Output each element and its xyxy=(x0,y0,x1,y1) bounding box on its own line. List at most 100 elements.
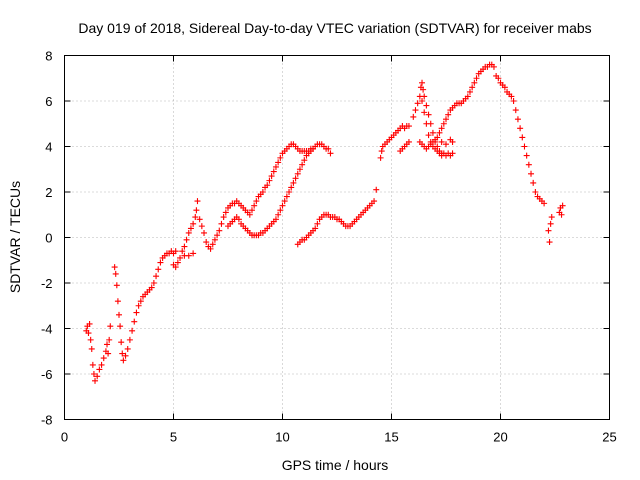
data-point xyxy=(378,148,385,155)
y-tick-label: 6 xyxy=(45,94,52,109)
data-point xyxy=(545,227,552,234)
data-point xyxy=(296,166,303,173)
data-point xyxy=(277,154,284,161)
series-arc-5 xyxy=(294,186,380,248)
data-point xyxy=(421,109,428,116)
data-point xyxy=(312,225,319,232)
chart-title: Day 019 of 2018, Sidereal Day-to-day VTE… xyxy=(78,20,591,36)
y-axis-label: SDTVAR / TECUs xyxy=(7,181,23,293)
series-arc-2 xyxy=(111,198,201,364)
data-point xyxy=(235,216,242,223)
data-point xyxy=(473,75,480,82)
data-point xyxy=(373,186,380,193)
series-arc-7 xyxy=(493,72,566,246)
data-point xyxy=(423,102,430,109)
data-point xyxy=(119,350,126,357)
data-point xyxy=(514,116,521,123)
data-point xyxy=(131,318,138,325)
y-tick-label: -4 xyxy=(41,322,53,337)
data-point xyxy=(279,202,286,209)
data-point xyxy=(548,214,555,221)
data-point xyxy=(429,129,436,136)
data-point xyxy=(117,323,124,330)
data-point xyxy=(288,184,295,191)
data-point xyxy=(94,373,101,380)
data-point xyxy=(148,284,155,291)
data-point xyxy=(183,236,190,243)
data-point xyxy=(423,120,430,127)
data-point xyxy=(290,179,297,186)
data-point xyxy=(185,229,192,236)
data-point xyxy=(264,182,271,189)
data-point xyxy=(190,250,197,257)
data-point xyxy=(157,259,164,266)
y-tick-label: -8 xyxy=(41,413,53,428)
data-point xyxy=(122,352,129,359)
data-point xyxy=(292,175,299,182)
data-point xyxy=(194,198,201,205)
data-point xyxy=(192,214,199,221)
data-point xyxy=(490,63,497,70)
data-point xyxy=(495,75,502,82)
data-point xyxy=(449,150,456,157)
data-point xyxy=(421,93,428,100)
data-point xyxy=(405,138,412,145)
x-axis-label: GPS time / hours xyxy=(282,457,389,473)
axes: 0 5 10 15 20 25 -8 -6 -4 -2 0 2 4 6 8 xyxy=(41,49,617,445)
data-point xyxy=(203,239,210,246)
data-point xyxy=(314,220,321,227)
series-arc-3 xyxy=(196,141,334,252)
x-tick-label: 5 xyxy=(170,430,177,445)
data-point xyxy=(270,168,277,175)
data-point xyxy=(222,209,229,216)
data-point xyxy=(559,202,566,209)
data-point xyxy=(301,157,308,164)
y-tick-label: -2 xyxy=(41,276,53,291)
data-point xyxy=(530,179,537,186)
data-point xyxy=(181,243,188,250)
data-point xyxy=(88,345,95,352)
data-point xyxy=(528,170,535,177)
y-tick-label: 8 xyxy=(45,49,52,64)
data-point xyxy=(558,211,565,218)
x-tick-label: 20 xyxy=(493,430,507,445)
data-point xyxy=(410,113,417,120)
y-tick-label: 4 xyxy=(45,140,52,155)
data-point xyxy=(196,216,203,223)
data-point xyxy=(89,361,96,368)
data-point xyxy=(185,252,192,259)
data-point xyxy=(172,248,179,255)
data-point xyxy=(443,116,449,123)
data-point xyxy=(120,357,127,364)
data-point xyxy=(327,150,334,157)
data-point xyxy=(283,193,290,200)
data-point xyxy=(434,134,441,141)
data-point xyxy=(179,248,186,255)
data-point xyxy=(525,161,532,168)
data-point xyxy=(198,223,205,230)
data-point xyxy=(118,339,125,346)
data-point xyxy=(98,361,105,368)
data-point xyxy=(126,336,133,343)
data-point xyxy=(419,98,426,104)
data-point xyxy=(113,282,120,289)
data-point xyxy=(275,159,282,166)
data-point xyxy=(299,161,306,168)
data-point xyxy=(420,86,427,93)
data-point xyxy=(106,336,113,343)
series-arc-4 xyxy=(225,145,317,239)
data-point xyxy=(268,173,275,180)
data-point xyxy=(547,220,554,227)
data-point xyxy=(510,98,517,104)
data-point xyxy=(259,189,266,195)
x-tick-label: 25 xyxy=(602,430,616,445)
y-tick-label: 2 xyxy=(45,185,52,200)
data-point xyxy=(207,245,214,252)
data-point xyxy=(425,132,432,139)
data-point xyxy=(438,138,445,145)
data-point xyxy=(281,198,288,205)
data-point xyxy=(248,207,255,214)
data-point xyxy=(325,145,332,152)
data-point xyxy=(150,280,157,286)
